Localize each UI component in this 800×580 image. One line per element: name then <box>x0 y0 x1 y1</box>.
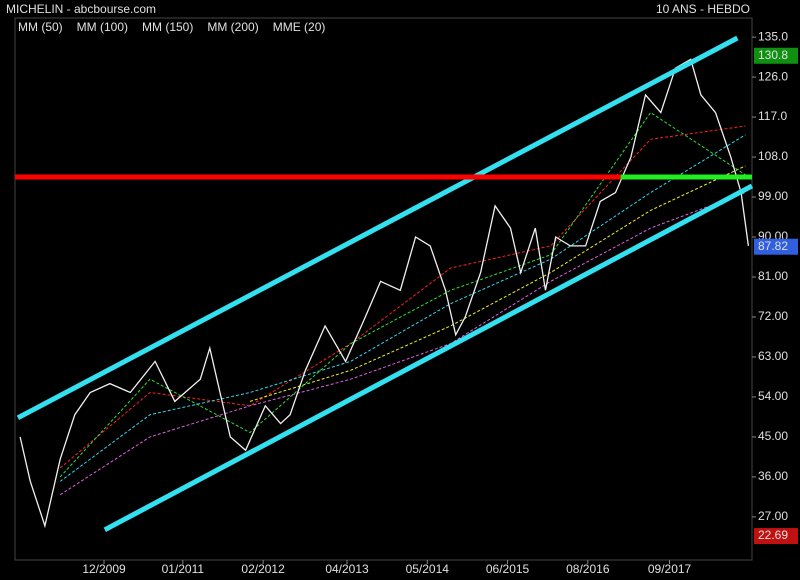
x-tick-label: 01/2011 <box>162 562 205 576</box>
chart-title: MICHELIN - abcbourse.com <box>6 2 156 16</box>
moving-average <box>59 125 746 469</box>
y-tick-label: 135.0 <box>758 29 788 43</box>
legend-entry: MM (100) <box>77 20 128 34</box>
y-tick-label: 126.0 <box>758 69 788 83</box>
x-tick-label: 06/2015 <box>486 562 530 576</box>
y-tick-label: 117.0 <box>758 109 787 123</box>
x-tick-label: 12/2009 <box>82 562 126 576</box>
y-tick-label: 27.00 <box>758 509 788 523</box>
price-label: 87.82 <box>758 239 788 253</box>
moving-average <box>59 134 746 482</box>
moving-average <box>59 111 746 478</box>
legend-entry: MM (150) <box>142 20 193 34</box>
y-tick-label: 108.0 <box>758 149 788 163</box>
y-tick-label: 72.00 <box>758 309 788 323</box>
price-label: 130.8 <box>758 48 788 62</box>
price-label-box <box>754 528 798 545</box>
legend-entry: MM (200) <box>207 20 258 34</box>
y-tick-label: 99.00 <box>758 189 788 203</box>
x-tick-label: 09/2017 <box>648 562 692 576</box>
x-tick-label: 04/2013 <box>325 562 369 576</box>
trend-line <box>103 183 754 533</box>
y-tick-label: 63.00 <box>758 349 788 363</box>
price-label: 22.69 <box>758 528 788 542</box>
x-tick-label: 08/2016 <box>566 562 610 576</box>
x-tick-label: 05/2014 <box>406 562 450 576</box>
plot-frame <box>14 17 753 561</box>
trend-line <box>16 35 739 421</box>
legend-entry: MME (20) <box>273 20 326 34</box>
y-tick-label: 45.00 <box>758 429 788 443</box>
price-line <box>19 58 750 529</box>
price-label-box <box>754 238 798 255</box>
legend-entry: MM (50) <box>18 20 63 34</box>
y-tick-label: 36.00 <box>758 469 788 483</box>
y-tick-label: 81.00 <box>758 269 788 283</box>
y-tick-label: 54.00 <box>758 389 788 403</box>
price-label-box <box>754 47 798 64</box>
x-tick-label: 02/2012 <box>241 562 285 576</box>
moving-average <box>249 165 746 402</box>
chart-subtitle: 10 ANS - HEBDO <box>656 2 750 16</box>
